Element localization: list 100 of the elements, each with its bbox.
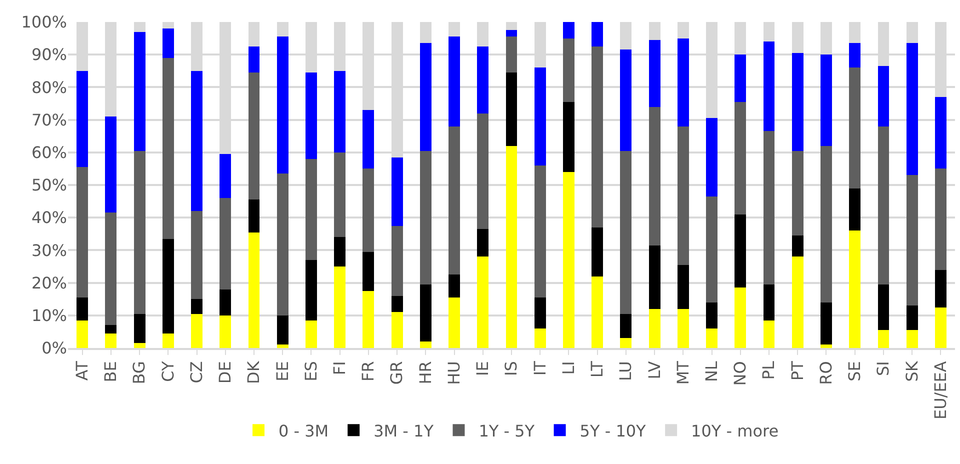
bar <box>906 175 918 306</box>
bar <box>305 158 317 260</box>
x-tick-label: EU/EEA <box>930 361 950 420</box>
x-tick-label: BG <box>130 361 149 384</box>
bar <box>448 36 460 126</box>
bar <box>420 284 432 342</box>
bar <box>706 328 718 348</box>
bar <box>592 227 604 276</box>
bar <box>706 118 718 196</box>
bar <box>849 43 861 68</box>
bar <box>677 308 689 348</box>
x-tick-label: FR <box>358 361 378 382</box>
y-tick-label: 20% <box>31 273 67 292</box>
bar <box>849 22 861 44</box>
bar <box>134 32 146 151</box>
bar <box>448 126 460 275</box>
bar <box>477 46 489 114</box>
bar <box>134 22 146 32</box>
bar <box>820 146 832 302</box>
bar <box>620 314 632 338</box>
bar <box>592 276 604 348</box>
bar <box>878 66 890 126</box>
x-tick-label: MT <box>673 360 692 385</box>
x-tick-label: HR <box>416 361 435 384</box>
bar <box>906 43 918 176</box>
bar <box>220 198 232 290</box>
bar <box>934 307 946 348</box>
x-tick-label: AT <box>72 360 92 381</box>
bar <box>162 238 174 334</box>
bar <box>391 157 403 226</box>
bar <box>220 315 232 348</box>
bar <box>362 110 374 169</box>
x-tick-label: IE <box>473 361 492 376</box>
bar <box>391 296 403 312</box>
bar <box>506 36 518 73</box>
legend-label: 10Y - more <box>691 421 779 440</box>
bar <box>162 28 174 58</box>
bar <box>76 320 88 348</box>
y-tick-label: 80% <box>31 78 67 97</box>
bar <box>563 102 574 172</box>
y-tick-label: 0% <box>42 338 67 358</box>
bar <box>592 46 604 228</box>
bar <box>592 22 604 46</box>
bar <box>134 343 146 348</box>
bar <box>105 212 117 326</box>
y-tick-label: 40% <box>31 208 67 228</box>
bar <box>134 314 146 344</box>
bar <box>134 150 146 314</box>
x-tick-label: LU <box>616 361 636 381</box>
y-tick-label: 30% <box>31 240 67 260</box>
bar <box>334 237 346 266</box>
bar <box>792 52 804 151</box>
bar <box>506 22 518 30</box>
x-tick-label: PL <box>759 361 778 380</box>
y-tick-label: 100% <box>21 12 67 32</box>
legend-label: 0 - 3M <box>278 421 329 440</box>
bar <box>334 70 346 152</box>
x-tick-label: ES <box>301 361 320 382</box>
bar <box>563 38 574 102</box>
bar <box>677 126 689 265</box>
x-tick-label: DK <box>244 360 264 384</box>
bar <box>76 167 88 298</box>
y-tick-label: 90% <box>31 45 67 64</box>
bar <box>506 30 518 37</box>
bar <box>878 330 890 348</box>
bar <box>276 174 288 316</box>
bar <box>420 341 432 348</box>
bar <box>734 288 746 348</box>
x-tick-label: PT <box>788 360 807 381</box>
legend-label: 1Y - 5Y <box>478 421 535 440</box>
bar <box>792 256 804 348</box>
bar <box>305 320 317 348</box>
bar <box>391 226 403 296</box>
bar <box>220 289 232 316</box>
bar <box>763 42 775 132</box>
bar <box>734 54 746 102</box>
bar <box>792 236 804 257</box>
bar <box>276 315 288 345</box>
bar <box>191 70 202 212</box>
bar <box>305 72 317 159</box>
bar <box>362 252 374 291</box>
bar <box>734 102 746 214</box>
bar <box>248 200 260 232</box>
bar <box>76 297 88 320</box>
bar <box>477 229 489 257</box>
bar <box>648 106 660 246</box>
bar <box>849 188 861 231</box>
bar <box>448 297 460 348</box>
bar <box>820 344 832 348</box>
x-tick-label: LI <box>558 361 578 375</box>
bar <box>76 70 88 168</box>
bar <box>792 150 804 236</box>
bar <box>706 302 718 328</box>
bar <box>620 22 632 50</box>
x-tick-label: LT <box>588 360 607 378</box>
x-tick-label: BE <box>101 361 120 382</box>
bar <box>906 306 918 330</box>
bar <box>849 68 861 188</box>
legend-label: 5Y - 10Y <box>580 421 646 440</box>
bar <box>220 154 232 198</box>
